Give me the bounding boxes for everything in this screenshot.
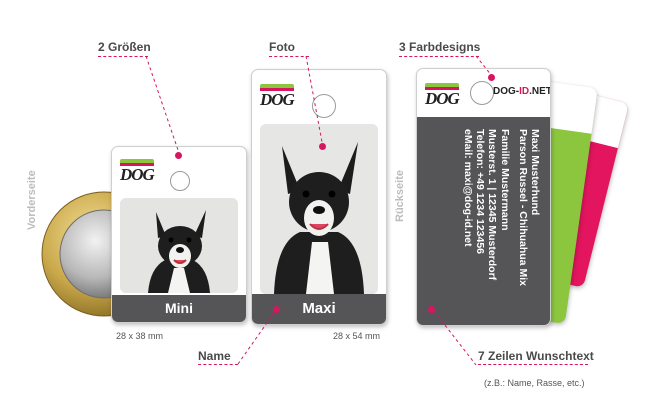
mini-size-label: 28 x 38 mm xyxy=(116,331,164,341)
callout-dot xyxy=(273,306,280,313)
mini-tag: DOG Mini xyxy=(111,146,247,323)
front-side-label: Vorderseite xyxy=(26,170,38,230)
callout-name: Name xyxy=(198,349,231,363)
callout-line xyxy=(399,56,479,57)
callout-photo: Foto xyxy=(269,40,295,54)
brand-url: DOG-ID.NET xyxy=(493,86,551,97)
callout-sizes: 2 Größen xyxy=(98,40,151,54)
back-text-block: Maxi Musterhund Parson Russel - Chihuahu… xyxy=(462,129,541,286)
callout-dot xyxy=(428,306,435,313)
dog-logo: DOG xyxy=(120,159,160,185)
dog-photo-large xyxy=(260,124,378,294)
callout-line xyxy=(478,364,588,365)
back-text-line: Maxi Musterhund xyxy=(529,129,541,216)
maxi-name: Maxi xyxy=(302,300,336,317)
callout-colors: 3 Farbdesigns xyxy=(399,40,481,54)
dog-logo: DOG xyxy=(260,84,300,110)
callout-line xyxy=(305,55,323,143)
back-side-label: Rückseite xyxy=(394,170,406,222)
mini-name-bar: Mini xyxy=(112,295,246,322)
maxi-size-label: 28 x 54 mm xyxy=(333,331,381,341)
callout-line xyxy=(269,56,309,57)
callout-dot xyxy=(488,74,495,81)
callout-dot xyxy=(319,143,326,150)
callout-line xyxy=(433,310,477,366)
maxi-tag: DOG Maxi xyxy=(251,69,387,325)
callout-text-example: (z.B.: Name, Rasse, etc.) xyxy=(484,378,585,388)
back-text-line: Familie Mustermann xyxy=(498,129,511,231)
callout-line xyxy=(145,55,179,151)
back-text-line: Musterst. 1 | 12345 Musterdorf xyxy=(486,129,499,281)
back-text-line: Parson Russel - Chihuahua Mix xyxy=(516,129,529,286)
back-tag-grey: DOG DOG-ID.NET Maxi Musterhund Parson Ru… xyxy=(416,68,551,326)
dog-logo: DOG xyxy=(425,83,465,109)
callout-line xyxy=(198,364,238,365)
callout-text-lines: 7 Zeilen Wunschtext xyxy=(478,349,594,363)
callout-line xyxy=(98,56,148,57)
back-text-line: Telefon: +49 1234 123456 xyxy=(474,129,487,255)
callout-line xyxy=(237,309,277,365)
dog-photo-small xyxy=(120,198,238,293)
callout-dot xyxy=(175,152,182,159)
callout-line xyxy=(475,55,493,77)
mini-name: Mini xyxy=(165,300,193,316)
back-text-line: eMail: maxi@dog-id.net xyxy=(461,129,474,247)
